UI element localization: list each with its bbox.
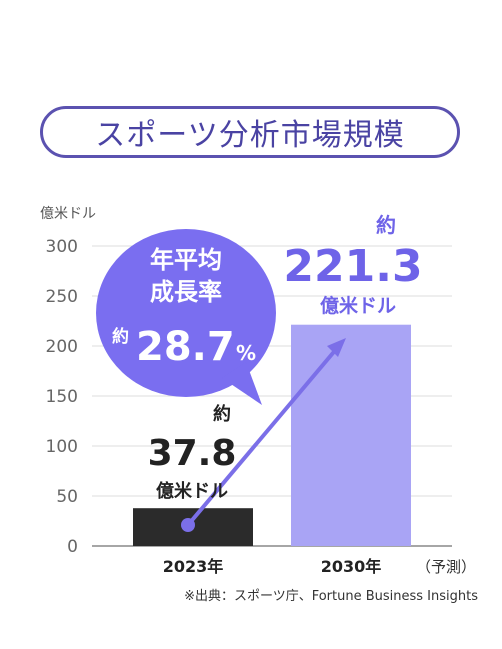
y-axis-ticks: 0 50 100 150 200 250 300 (46, 237, 78, 557)
bar1-value: 37.8 (148, 433, 237, 474)
cagr-value: 28.7 (136, 324, 235, 370)
y-tick-label: 50 (56, 487, 78, 507)
y-tick-label: 100 (46, 437, 78, 457)
x-axis-labels: 2023年 2030年 （予測） (163, 557, 476, 576)
y-axis-unit-label: 億米ドル (40, 206, 96, 222)
x-tick-label: 2030年 (321, 557, 382, 576)
cagr-prefix: 約 (112, 326, 129, 347)
source-note: ※出典：スポーツ庁、Fortune Business Insights (184, 589, 478, 604)
bubble-tail (222, 362, 262, 405)
cagr-line2: 成長率 (150, 278, 222, 306)
growth-arrow (181, 338, 346, 532)
arrow-head (327, 338, 346, 357)
bar-2030年 (291, 324, 411, 546)
y-tick-label: 300 (46, 237, 78, 257)
bubble-shape (96, 229, 276, 397)
cagr-suffix: % (236, 341, 256, 365)
cagr-line1: 年平均 (150, 246, 222, 274)
y-tick-label: 0 (67, 537, 78, 557)
y-tick-label: 250 (46, 287, 78, 307)
bar2-unit: 億米ドル (320, 294, 396, 317)
arrow-start-dot (181, 518, 195, 532)
y-tick-label: 150 (46, 387, 78, 407)
bar1-prefix: 約 (213, 403, 231, 425)
arrow-line (186, 345, 340, 527)
forecast-note: （予測） (416, 558, 476, 576)
chart-title: スポーツ分析市場規模 (40, 106, 460, 158)
bar1-unit: 億米ドル (156, 480, 228, 502)
bar2-prefix: 約 (376, 213, 396, 237)
y-tick-label: 200 (46, 337, 78, 357)
bar2-value: 221.3 (283, 241, 422, 292)
x-tick-label: 2023年 (163, 557, 224, 576)
